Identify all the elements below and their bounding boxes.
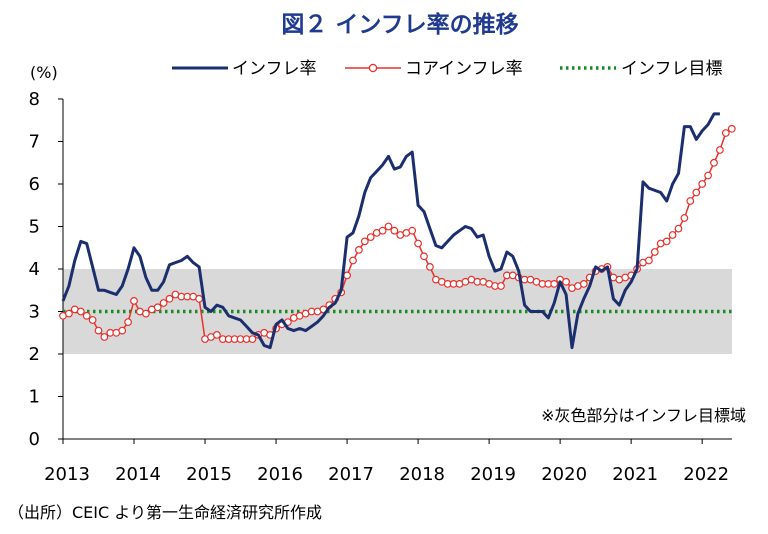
core-point <box>248 335 257 344</box>
legend-label-headline: インフレ率 <box>232 59 317 79</box>
core-point <box>414 239 423 248</box>
y-tick-label: 8 <box>29 89 40 110</box>
x-tick-label: 2018 <box>399 464 445 485</box>
core-point <box>650 248 659 256</box>
core-point <box>686 197 695 205</box>
core-point <box>680 214 689 222</box>
y-tick-label: 2 <box>29 344 40 365</box>
series-line-headline <box>61 112 720 350</box>
y-tick-label: 7 <box>29 132 40 153</box>
core-point <box>153 303 162 312</box>
x-tick-label: 2020 <box>541 464 587 485</box>
core-point <box>141 309 150 318</box>
core-point <box>668 231 677 239</box>
legend-label-target: インフレ目標 <box>621 59 723 79</box>
x-tick-label: 2017 <box>328 464 374 485</box>
core-point <box>76 307 85 316</box>
core-point <box>727 124 736 133</box>
core-point <box>130 297 138 305</box>
core-point <box>550 280 559 288</box>
y-tick-label: 5 <box>29 217 40 238</box>
y-ticks: 0 1 2 3 4 5 6 7 8 <box>29 89 63 450</box>
core-markers <box>59 124 736 344</box>
x-tick-label: 2019 <box>470 464 516 485</box>
core-point <box>562 277 570 286</box>
core-point <box>408 226 417 235</box>
band-note: ※灰色部分はインフレ目標域 <box>541 406 746 425</box>
core-point <box>645 256 653 265</box>
y-tick-label: 0 <box>29 429 40 450</box>
core-point <box>159 299 168 307</box>
core-point <box>124 318 133 327</box>
core-point <box>426 263 434 271</box>
core-point <box>355 245 363 254</box>
core-point <box>579 280 588 288</box>
x-tick-label: 2016 <box>257 464 303 485</box>
core-point <box>343 271 352 280</box>
core-point <box>94 326 103 335</box>
legend: インフレ率 コアインフレ率 インフレ目標 <box>172 59 723 79</box>
x-tick-label: 2022 <box>683 464 729 485</box>
y-tick-label: 1 <box>29 387 40 408</box>
core-point <box>349 256 357 265</box>
core-point <box>384 222 393 231</box>
core-point <box>118 326 127 335</box>
x-tick-label: 2021 <box>612 464 658 485</box>
core-point <box>212 331 221 339</box>
core-point <box>82 311 91 320</box>
x-tick-label: 2014 <box>115 464 161 485</box>
core-point <box>360 237 369 246</box>
y-tick-label: 4 <box>29 259 40 280</box>
source-note: （出所）CEIC より第一生命経済研究所作成 <box>8 503 322 522</box>
core-point <box>100 333 109 341</box>
core-point <box>378 226 387 235</box>
core-point <box>390 226 399 235</box>
core-point <box>165 294 174 303</box>
core-point <box>704 171 712 180</box>
core-point <box>662 237 671 246</box>
x-tick-label: 2015 <box>186 464 232 485</box>
y-tick-label: 3 <box>29 302 40 323</box>
y-tick-label: 6 <box>29 174 40 195</box>
legend-marker-core <box>368 63 378 73</box>
core-point <box>692 188 701 197</box>
y-unit-label: (%) <box>30 63 58 82</box>
core-point <box>698 180 707 188</box>
core-point <box>716 146 724 154</box>
x-tick-label: 2013 <box>44 464 90 485</box>
core-point <box>497 282 505 290</box>
core-point <box>88 316 97 324</box>
x-ticks: 2013 2014 2015 2016 2017 2018 2019 2020 2021 2022 <box>44 439 729 485</box>
core-point <box>710 158 718 167</box>
core-point <box>64 309 73 318</box>
core-point <box>366 233 375 242</box>
core-point <box>721 129 730 137</box>
core-point <box>674 224 683 233</box>
legend-label-core: コアインフレ率 <box>405 59 523 79</box>
chart-title: 図２ インフレ率の推移 <box>281 11 518 38</box>
core-point <box>420 252 428 261</box>
core-point <box>195 294 204 303</box>
